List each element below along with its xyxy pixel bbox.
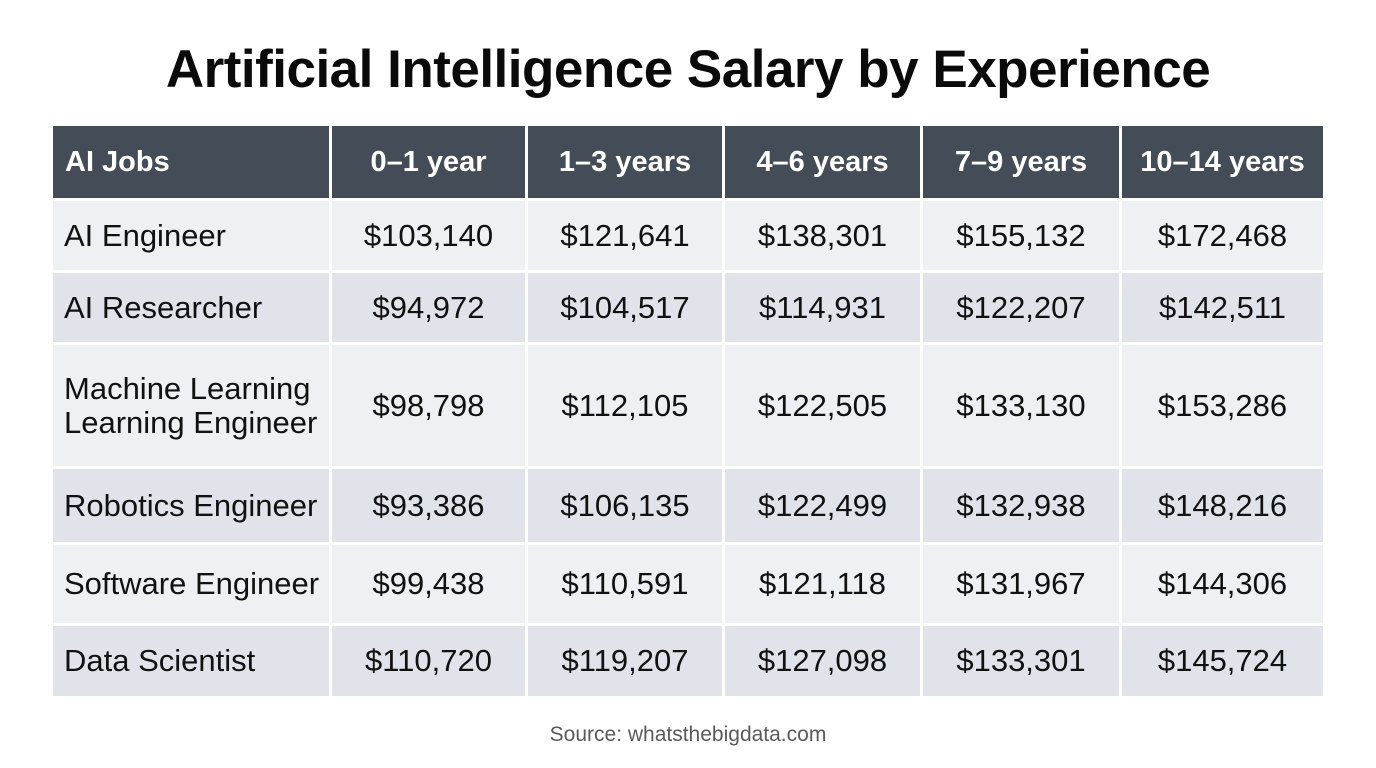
salary-cell: $142,511 xyxy=(1122,273,1323,345)
salary-cell: $106,135 xyxy=(528,469,725,545)
salary-cell: $172,468 xyxy=(1122,201,1323,273)
job-title-cell: Software Engineer xyxy=(53,545,332,626)
salary-cell: $121,641 xyxy=(528,201,725,273)
table-row: Machine Learning Learning Engineer $98,7… xyxy=(53,345,1323,469)
salary-cell: $122,505 xyxy=(725,345,923,469)
salary-cell: $121,118 xyxy=(725,545,923,626)
column-header-ai-jobs: AI Jobs xyxy=(53,126,332,201)
column-header-1-3-years: 1–3 years xyxy=(528,126,725,201)
salary-cell: $133,130 xyxy=(923,345,1122,469)
job-title-cell: Data Scientist xyxy=(53,626,332,696)
job-title-cell: AI Engineer xyxy=(53,201,332,273)
salary-cell: $98,798 xyxy=(332,345,528,469)
salary-cell: $93,386 xyxy=(332,469,528,545)
salary-cell: $110,720 xyxy=(332,626,528,696)
table-row: Data Scientist $110,720 $119,207 $127,09… xyxy=(53,626,1323,696)
salary-table: AI Jobs 0–1 year 1–3 years 4–6 years 7–9… xyxy=(53,126,1323,696)
salary-cell: $131,967 xyxy=(923,545,1122,626)
salary-cell: $132,938 xyxy=(923,469,1122,545)
salary-cell: $138,301 xyxy=(725,201,923,273)
salary-cell: $155,132 xyxy=(923,201,1122,273)
column-header-0-1-year: 0–1 year xyxy=(332,126,528,201)
salary-cell: $122,499 xyxy=(725,469,923,545)
salary-cell: $99,438 xyxy=(332,545,528,626)
salary-cell: $119,207 xyxy=(528,626,725,696)
salary-cell: $148,216 xyxy=(1122,469,1323,545)
salary-cell: $127,098 xyxy=(725,626,923,696)
salary-cell: $145,724 xyxy=(1122,626,1323,696)
job-title-cell: Robotics Engineer xyxy=(53,469,332,545)
column-header-4-6-years: 4–6 years xyxy=(725,126,923,201)
salary-cell: $122,207 xyxy=(923,273,1122,345)
table-row: Software Engineer $99,438 $110,591 $121,… xyxy=(53,545,1323,626)
salary-cell: $103,140 xyxy=(332,201,528,273)
source-note: Source: whatsthebigdata.com xyxy=(549,723,827,746)
salary-cell: $133,301 xyxy=(923,626,1122,696)
job-title-cell: AI Researcher xyxy=(53,273,332,345)
table-row: AI Engineer $103,140 $121,641 $138,301 $… xyxy=(53,201,1323,273)
chart-title: Artificial Intelligence Salary by Experi… xyxy=(165,40,1211,99)
salary-cell: $112,105 xyxy=(528,345,725,469)
header-row: AI Jobs 0–1 year 1–3 years 4–6 years 7–9… xyxy=(53,126,1323,201)
job-title-cell: Machine Learning Learning Engineer xyxy=(53,345,332,469)
salary-cell: $144,306 xyxy=(1122,545,1323,626)
column-header-7-9-years: 7–9 years xyxy=(923,126,1122,201)
salary-cell: $114,931 xyxy=(725,273,923,345)
salary-cell: $153,286 xyxy=(1122,345,1323,469)
table-row: Robotics Engineer $93,386 $106,135 $122,… xyxy=(53,469,1323,545)
table-row: AI Researcher $94,972 $104,517 $114,931 … xyxy=(53,273,1323,345)
column-header-10-14-years: 10–14 years xyxy=(1122,126,1323,201)
salary-cell: $110,591 xyxy=(528,545,725,626)
salary-cell: $104,517 xyxy=(528,273,725,345)
salary-cell: $94,972 xyxy=(332,273,528,345)
